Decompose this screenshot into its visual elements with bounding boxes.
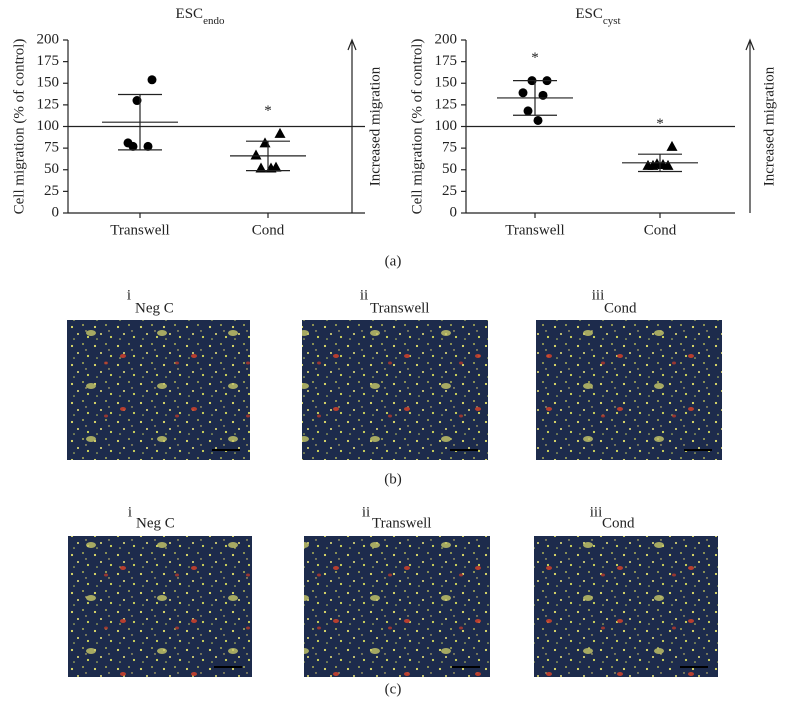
y-tick-label: 25 [44, 183, 59, 199]
y-tick-label: 75 [442, 140, 457, 156]
y-tick-label: 150 [435, 75, 458, 91]
y-tick-label: 50 [44, 161, 59, 177]
y-tick-label: 125 [37, 96, 60, 112]
micrograph-overlay [68, 536, 252, 677]
y-axis-label: Cell migration (% of control) [409, 39, 425, 215]
micrograph-overlay [534, 536, 718, 677]
data-point [147, 75, 157, 85]
image-label: Neg C [135, 300, 174, 316]
panel-caption: (c) [385, 681, 402, 697]
data-point [274, 127, 286, 138]
title-main: ESC [575, 6, 603, 22]
title-subscript: cyst [603, 15, 621, 27]
title-subscript: endo [203, 15, 225, 27]
micrograph-overlay [67, 320, 250, 460]
data-point [128, 141, 138, 151]
image-numeral: ii [362, 504, 370, 520]
arrow-head [745, 38, 755, 51]
x-tick-label: Transwell [110, 222, 169, 238]
significance-mark: * [531, 50, 539, 66]
y-tick-label: 100 [435, 118, 458, 134]
data-point [518, 88, 528, 98]
y-tick-label: 150 [37, 75, 60, 91]
y-tick-label: 50 [442, 161, 457, 177]
side-label: Increased migration [761, 66, 777, 186]
image-label: Neg C [136, 515, 175, 531]
image-numeral: iii [590, 504, 603, 520]
side-label: Increased migration [367, 66, 383, 186]
x-tick-label: Transwell [505, 222, 564, 238]
data-point [533, 115, 543, 125]
micrograph-overlay [536, 320, 722, 460]
panel-caption: (b) [384, 471, 402, 487]
panel-caption: (a) [385, 253, 402, 269]
image-numeral: ii [360, 287, 368, 303]
data-point [143, 141, 153, 151]
y-tick-label: 200 [435, 31, 458, 47]
y-axis-label: Cell migration (% of control) [11, 39, 27, 215]
x-tick-label: Cond [644, 222, 677, 238]
y-tick-label: 175 [37, 53, 60, 69]
data-point [647, 159, 659, 170]
y-tick-label: 100 [37, 118, 60, 134]
image-numeral: i [128, 504, 132, 520]
title-main: ESC [176, 6, 204, 22]
y-tick-label: 75 [44, 140, 59, 156]
y-tick-label: 125 [435, 96, 458, 112]
image-label: Transwell [370, 300, 429, 316]
micrograph-overlay [304, 536, 490, 677]
y-tick-label: 200 [37, 31, 60, 47]
data-point [666, 140, 678, 151]
data-point [523, 106, 533, 116]
data-point [259, 137, 271, 148]
significance-mark: * [656, 116, 664, 132]
y-tick-label: 175 [435, 53, 458, 69]
image-label: Cond [604, 300, 637, 316]
data-point [132, 96, 142, 106]
x-tick-label: Cond [252, 222, 285, 238]
chart-title: ESCcyst [575, 6, 620, 26]
data-point [250, 149, 262, 160]
y-tick-label: 0 [450, 204, 458, 220]
y-tick-label: 25 [442, 183, 457, 199]
image-label: Cond [602, 515, 635, 531]
significance-mark: * [264, 103, 272, 119]
image-numeral: iii [592, 287, 605, 303]
micrograph-overlay [302, 320, 488, 460]
image-label: Transwell [372, 515, 431, 531]
chart-title: ESCendo [176, 6, 225, 26]
image-numeral: i [127, 287, 131, 303]
y-tick-label: 0 [52, 204, 60, 220]
arrow-head [347, 38, 357, 51]
